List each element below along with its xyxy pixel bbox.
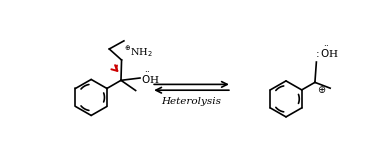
Text: $\ddot{\rm O}$H: $\ddot{\rm O}$H <box>141 70 160 86</box>
Text: $\oplus$: $\oplus$ <box>317 84 326 95</box>
Text: $:\ddot{\rm O}$H: $:\ddot{\rm O}$H <box>313 45 339 60</box>
Text: Heterolysis: Heterolysis <box>161 97 222 106</box>
Text: $^{\oplus}$NH$_2$: $^{\oplus}$NH$_2$ <box>124 44 153 59</box>
